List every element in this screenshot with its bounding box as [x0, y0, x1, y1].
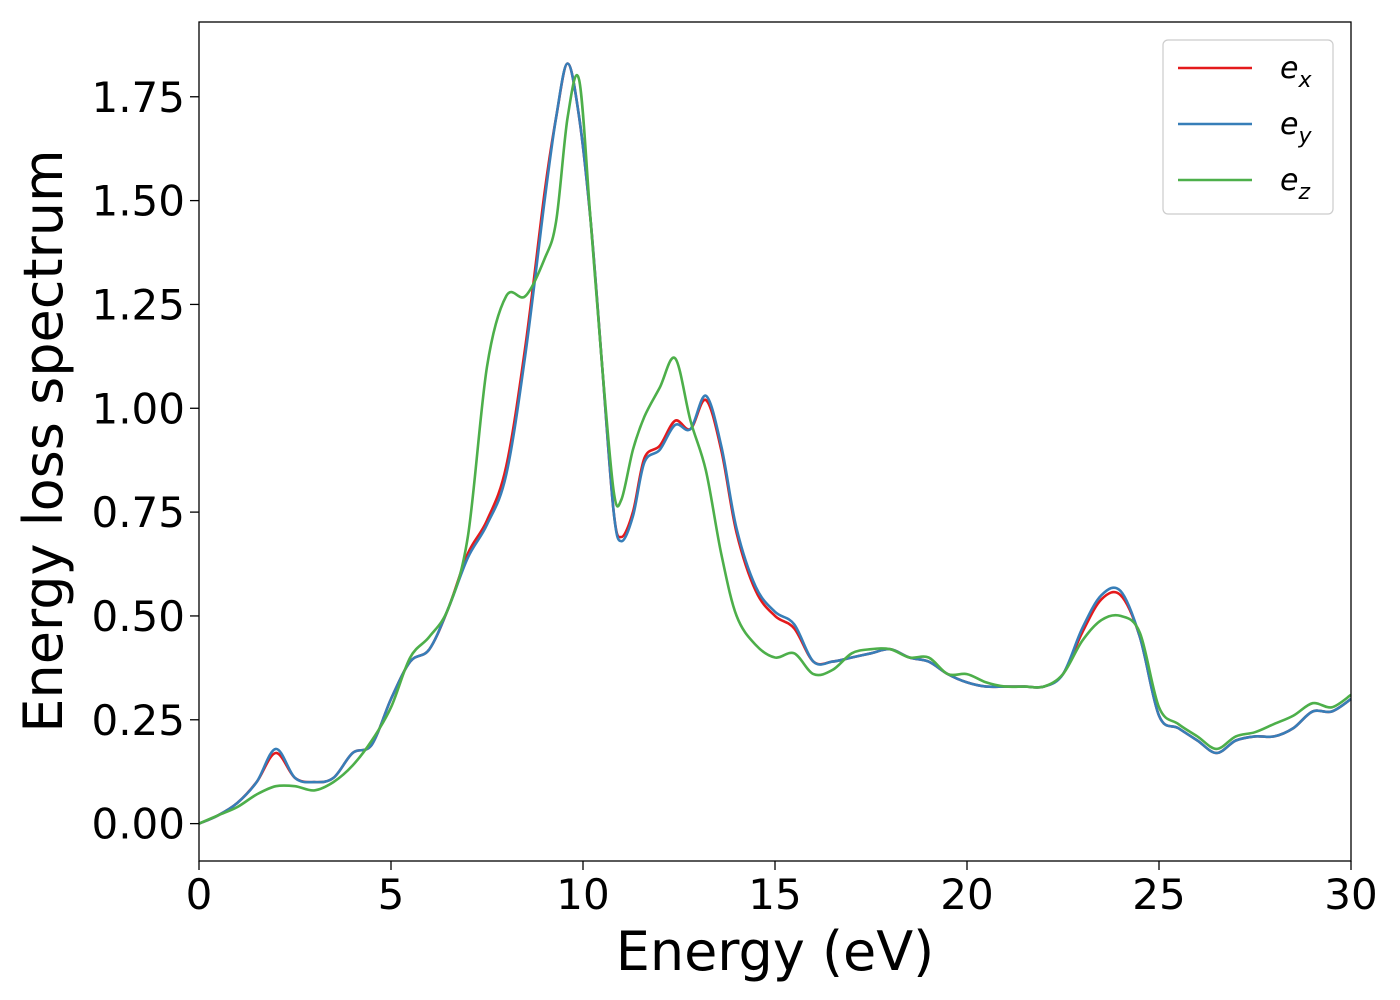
plot-area — [198, 21, 1352, 862]
x-tick-label: 15 — [748, 870, 801, 919]
y-tick-label: 0.75 — [91, 488, 185, 537]
y-axis-ticks: 0.00 0.25 0.50 0.75 1.00 1.25 1.50 1.75 — [91, 73, 199, 849]
x-axis-ticks: 0 5 10 15 20 25 30 — [186, 861, 1378, 919]
series-line-ez — [198, 73, 1352, 825]
legend-label-base: e — [1280, 51, 1298, 86]
series-layer — [198, 62, 1352, 825]
x-axis-label: Energy (eV) — [616, 920, 935, 983]
legend-label-base: e — [1280, 107, 1298, 142]
x-tick-label: 20 — [940, 870, 993, 919]
legend-label-base: e — [1280, 163, 1298, 198]
x-tick-label: 5 — [378, 870, 405, 919]
legend-box — [1162, 39, 1334, 215]
x-tick-label: 25 — [1132, 870, 1185, 919]
x-tick-label: 0 — [186, 870, 213, 919]
y-tick-label: 0.00 — [91, 800, 185, 849]
y-tick-label: 1.75 — [91, 73, 185, 122]
y-tick-label: 0.50 — [91, 592, 185, 641]
legend-label-ez: ez — [1280, 163, 1310, 205]
legend-label-ey: ey — [1280, 107, 1312, 149]
series-line-ey — [198, 62, 1352, 825]
x-tick-label: 30 — [1324, 870, 1377, 919]
x-tick-label: 10 — [556, 870, 609, 919]
legend-label-ex: ex — [1280, 51, 1312, 93]
y-axis-label: Energy loss spectrum — [12, 149, 75, 732]
legend-label-subscript: z — [1297, 180, 1310, 205]
y-tick-label: 1.00 — [91, 384, 185, 433]
y-tick-label: 1.50 — [91, 177, 185, 226]
y-tick-label: 0.25 — [91, 696, 185, 745]
y-tick-label: 1.25 — [91, 280, 185, 329]
legend-label-subscript: y — [1297, 124, 1312, 149]
legend-label-subscript: x — [1297, 68, 1312, 93]
